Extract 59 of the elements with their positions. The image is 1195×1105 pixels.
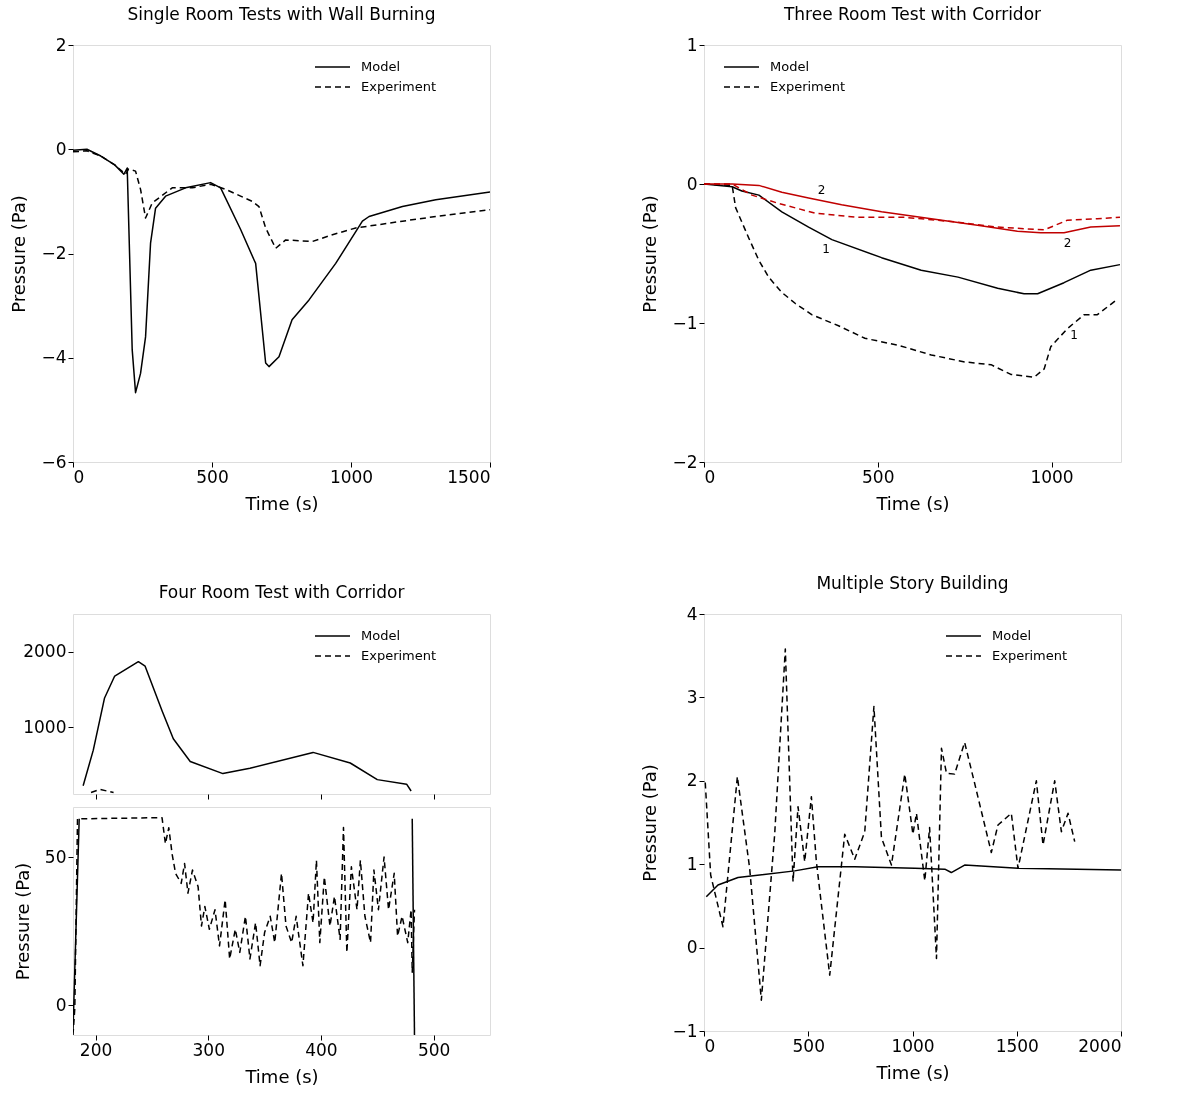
legend-label: Model xyxy=(361,59,401,74)
x-tick-label: 500 xyxy=(862,466,895,487)
y-tick-label: 50 xyxy=(44,846,67,867)
legend-label: Model xyxy=(770,59,810,74)
x-tick-label: 1500 xyxy=(447,466,491,487)
annotation: 1 xyxy=(822,241,830,256)
y-tick-label: 3 xyxy=(686,686,698,707)
y-tick-label: 0 xyxy=(686,173,698,194)
x-axis-title: Time (s) xyxy=(244,1065,319,1087)
legend-label: Model xyxy=(361,628,401,643)
y-tick-label: 0 xyxy=(55,138,67,159)
x-tick-label: 400 xyxy=(305,1039,338,1060)
y-tick-label: −6 xyxy=(41,451,67,472)
chart-title: Multiple Story Building xyxy=(816,573,1009,593)
y-tick-label: −1 xyxy=(672,1020,698,1041)
x-tick-label: 500 xyxy=(417,1039,451,1060)
legend-label: Experiment xyxy=(992,648,1068,663)
x-tick-label: 300 xyxy=(192,1039,225,1060)
legend-label: Experiment xyxy=(770,79,846,94)
x-axis-title: Time (s) xyxy=(875,1061,950,1083)
chart-title: Three Room Test with Corridor xyxy=(782,4,1042,24)
x-tick-label: 1000 xyxy=(891,1035,935,1056)
annotation: 2 xyxy=(817,182,826,197)
legend-label: Model xyxy=(992,628,1032,643)
y-tick-label: 2000 xyxy=(23,641,67,662)
x-axis-title: Time (s) xyxy=(875,492,950,514)
x-axis-title: Time (s) xyxy=(244,492,319,514)
y-tick-label: −2 xyxy=(41,243,67,263)
x-tick-label: 1000 xyxy=(329,466,374,487)
y-tick-label: −4 xyxy=(41,347,67,368)
x-tick-label: 500 xyxy=(196,466,229,487)
y-axis-title: Pressure (Pa) xyxy=(639,195,661,313)
x-tick-label: 0 xyxy=(73,466,85,487)
x-tick-label: 2000 xyxy=(1078,1035,1122,1056)
y-axis-title: Pressure (Pa) xyxy=(639,764,661,882)
x-tick-label: 200 xyxy=(79,1039,113,1060)
x-tick-label: 0 xyxy=(704,466,716,487)
chart-title: Single Room Tests with Wall Burning xyxy=(127,4,436,24)
y-tick-label: −1 xyxy=(672,312,698,333)
y-tick-label: 0 xyxy=(55,994,67,1015)
x-tick-label: 500 xyxy=(792,1035,825,1056)
y-tick-label: 1000 xyxy=(23,716,67,737)
y-tick-label: 2 xyxy=(686,770,698,791)
legend-label: Experiment xyxy=(361,648,437,663)
y-axis-title: Pressure (Pa) xyxy=(8,195,30,313)
y-tick-label: 1 xyxy=(686,853,698,874)
x-tick-label: 1000 xyxy=(1030,466,1074,487)
x-tick-label: 1500 xyxy=(995,1035,1039,1056)
y-tick-label: −2 xyxy=(672,451,698,472)
annotation: 1 xyxy=(1070,328,1078,342)
y-tick-label: 1 xyxy=(686,34,698,55)
y-tick-label: 4 xyxy=(686,603,698,624)
legend-label: Experiment xyxy=(361,79,437,94)
y-axis-title: Pressure (Pa) xyxy=(11,862,33,981)
y-tick-label: 2 xyxy=(55,34,67,55)
annotation: 2 xyxy=(1063,236,1072,251)
x-tick-label: 0 xyxy=(704,1035,716,1056)
chart-title: Four Room Test with Corridor xyxy=(158,582,405,602)
y-tick-label: 0 xyxy=(686,937,698,958)
